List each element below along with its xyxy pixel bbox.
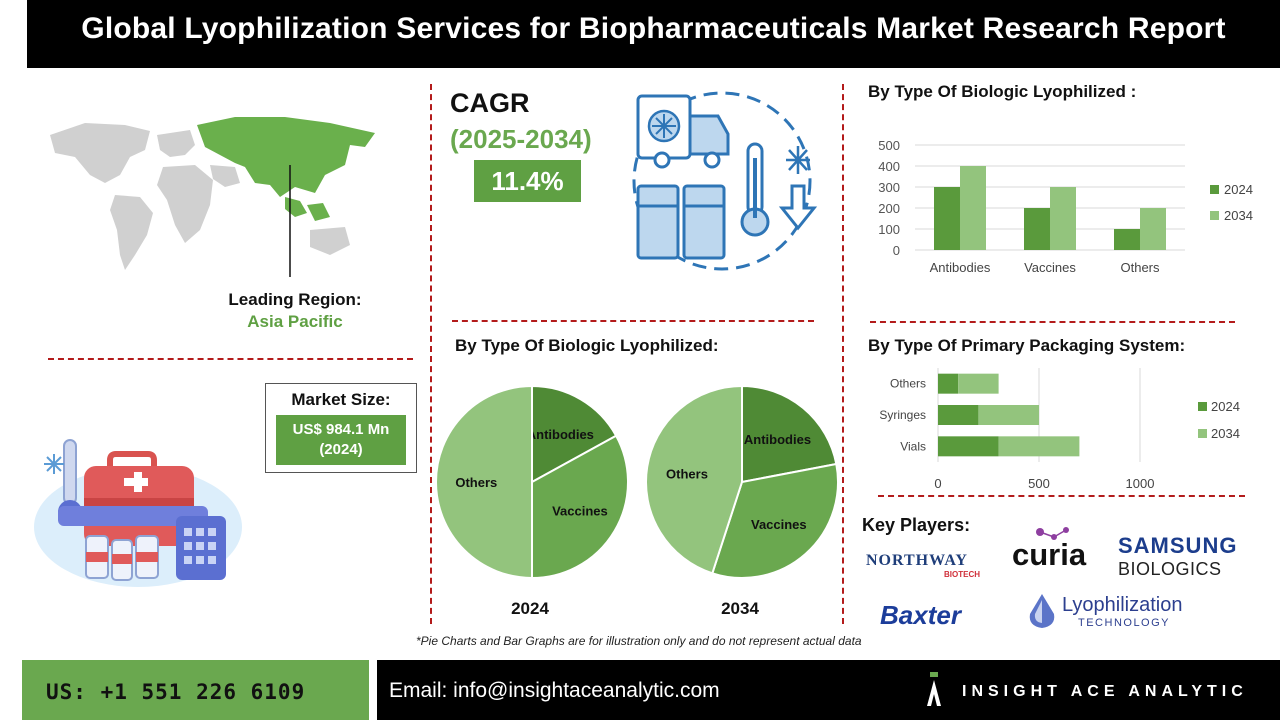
divider-packaging — [878, 495, 1245, 497]
market-size-value: US$ 984.1 Mn — [292, 421, 390, 438]
logo-curia-name: curia — [1012, 537, 1087, 572]
pie-slice-others — [645, 384, 743, 575]
y-tick-label: 500 — [878, 138, 900, 153]
divider-right — [842, 84, 844, 624]
pie-year-label: 2034 — [721, 599, 759, 618]
market-size-label: Market Size: — [291, 390, 391, 409]
logo-lyophilization: Lyophilization TECHNOLOGY — [1026, 590, 1206, 634]
y-category-label: Vials — [900, 439, 926, 453]
pie-slice-label: Others — [455, 475, 497, 490]
brand-logo-icon — [927, 672, 941, 706]
y-tick-label: 100 — [878, 222, 900, 237]
x-tick-label: 1000 — [1126, 476, 1155, 491]
bar-syringes-2034 — [978, 405, 1039, 425]
logo-samsung: SAMSUNG BIOLOGICS — [1118, 533, 1238, 580]
x-category-label: Antibodies — [930, 260, 991, 275]
y-tick-label: 400 — [878, 159, 900, 174]
footer-email[interactable]: Email: info@insightaceanalytic.com — [389, 679, 720, 702]
page-title: Global Lyophilization Services for Bioph… — [81, 12, 1226, 45]
bar-vials-2024 — [938, 436, 999, 457]
pie-year-label: 2024 — [511, 599, 549, 618]
footer-brand: INSIGHT ACE ANALYTIC — [962, 683, 1248, 700]
medical-kit-icon — [34, 439, 242, 587]
divider-bar — [870, 321, 1235, 323]
footer-email-block: Email: info@insightaceanalytic.com INSIG… — [377, 660, 1280, 720]
bar-vaccines-2034 — [1050, 187, 1076, 250]
legend-label: 2034 — [1224, 208, 1253, 223]
bar-antibodies-2024 — [934, 187, 960, 250]
leading-region-value: Asia Pacific — [247, 312, 343, 331]
legend-swatch — [1210, 185, 1219, 194]
x-tick-label: 0 — [934, 476, 941, 491]
legend-swatch — [1198, 402, 1207, 411]
pie-slice-vaccines — [711, 462, 839, 579]
pie-slice-antibodies — [741, 384, 838, 484]
logo-northway-name: NORTHWAY — [866, 552, 968, 569]
pie-slice-label: Vaccines — [552, 503, 608, 518]
cagr-label: CAGR — [450, 88, 530, 118]
market-size-box: Market Size: US$ 984.1 Mn (2024) — [265, 383, 417, 473]
logo-curia: curia — [1012, 526, 1092, 570]
footer-phone-block: US: +1 551 226 6109 — [22, 660, 369, 720]
bar-others-2034 — [1140, 208, 1166, 250]
pie-slice-label: Antibodies — [527, 427, 594, 442]
logo-northway-sub: BIOTECH — [944, 570, 980, 579]
bar-antibodies-2034 — [960, 166, 986, 250]
y-category-label: Others — [890, 377, 926, 391]
legend-label: 2024 — [1224, 182, 1253, 197]
bar-vaccines-2024 — [1024, 208, 1050, 250]
packaging-section-title: By Type Of Primary Packaging System: — [868, 336, 1186, 355]
bar-vials-2034 — [998, 436, 1080, 457]
pie-slice-antibodies — [531, 384, 618, 484]
pie-slice-label: Antibodies — [744, 432, 811, 447]
divider-cagr — [452, 320, 814, 322]
y-tick-label: 300 — [878, 180, 900, 195]
x-category-label: Others — [1120, 260, 1160, 275]
pie-slice-label: Vaccines — [751, 517, 807, 532]
footer-phone[interactable]: US: +1 551 226 6109 — [46, 680, 306, 704]
legend-swatch — [1210, 211, 1219, 220]
legend-label: 2024 — [1211, 399, 1240, 414]
footnote: *Pie Charts and Bar Graphs are for illus… — [416, 634, 862, 648]
cold-storage-icon — [632, 91, 818, 271]
logo-northway: NORTHWAY BIOTECH — [866, 552, 986, 579]
logo-samsung-name: SAMSUNG — [1118, 533, 1238, 558]
curia-molecule-icon — [1036, 527, 1069, 540]
leading-region-label: Leading Region: — [228, 290, 362, 309]
bar-syringes-2024 — [938, 405, 979, 425]
logo-baxter: Baxter — [880, 600, 961, 630]
bar-others-2024 — [1114, 229, 1140, 250]
packaging-bar-chart: 0 500 1000 Vials Syringes Others 2024 2034 — [879, 368, 1240, 491]
bar-others-2034 — [958, 373, 999, 394]
lyo-drop-icon — [1029, 594, 1055, 628]
pie-section-title: By Type Of Biologic Lyophilized: — [455, 336, 719, 355]
logo-lyophilization-sub: TECHNOLOGY — [1078, 617, 1171, 629]
divider-region — [48, 358, 413, 360]
pie-slice-label: Others — [666, 466, 708, 481]
y-tick-label: 200 — [878, 201, 900, 216]
y-tick-label: 0 — [893, 243, 900, 258]
pie-charts: Antibodies Vaccines Others 2024 Antibodies V… — [435, 384, 839, 618]
pie-slice-vaccines — [531, 434, 629, 580]
y-category-label: Syringes — [879, 408, 926, 422]
title-bar: Global Lyophilization Services for Bioph… — [27, 0, 1280, 68]
divider-left — [430, 84, 432, 624]
logo-samsung-sub: BIOLOGICS — [1118, 559, 1222, 579]
key-players-title: Key Players: — [862, 515, 971, 535]
legend-label: 2034 — [1211, 426, 1240, 441]
bar-others-2024 — [938, 373, 959, 394]
logo-lyophilization-name: Lyophilization — [1062, 594, 1183, 616]
pie-slice-others — [435, 384, 533, 580]
market-size-value-box: US$ 984.1 Mn (2024) — [276, 415, 406, 465]
x-category-label: Vaccines — [1024, 260, 1076, 275]
cagr-value: 11.4% — [474, 160, 581, 202]
legend-swatch — [1198, 429, 1207, 438]
cagr-period: (2025-2034) — [450, 124, 592, 154]
x-tick-label: 500 — [1028, 476, 1050, 491]
bar-section-title: By Type Of Biologic Lyophilized : — [868, 82, 1137, 101]
market-size-year: (2024) — [319, 441, 363, 458]
biologic-bar-chart: 0 100 200 300 400 500 Antibodies Vaccines Others… — [878, 138, 1253, 275]
world-map-icon — [50, 117, 375, 277]
